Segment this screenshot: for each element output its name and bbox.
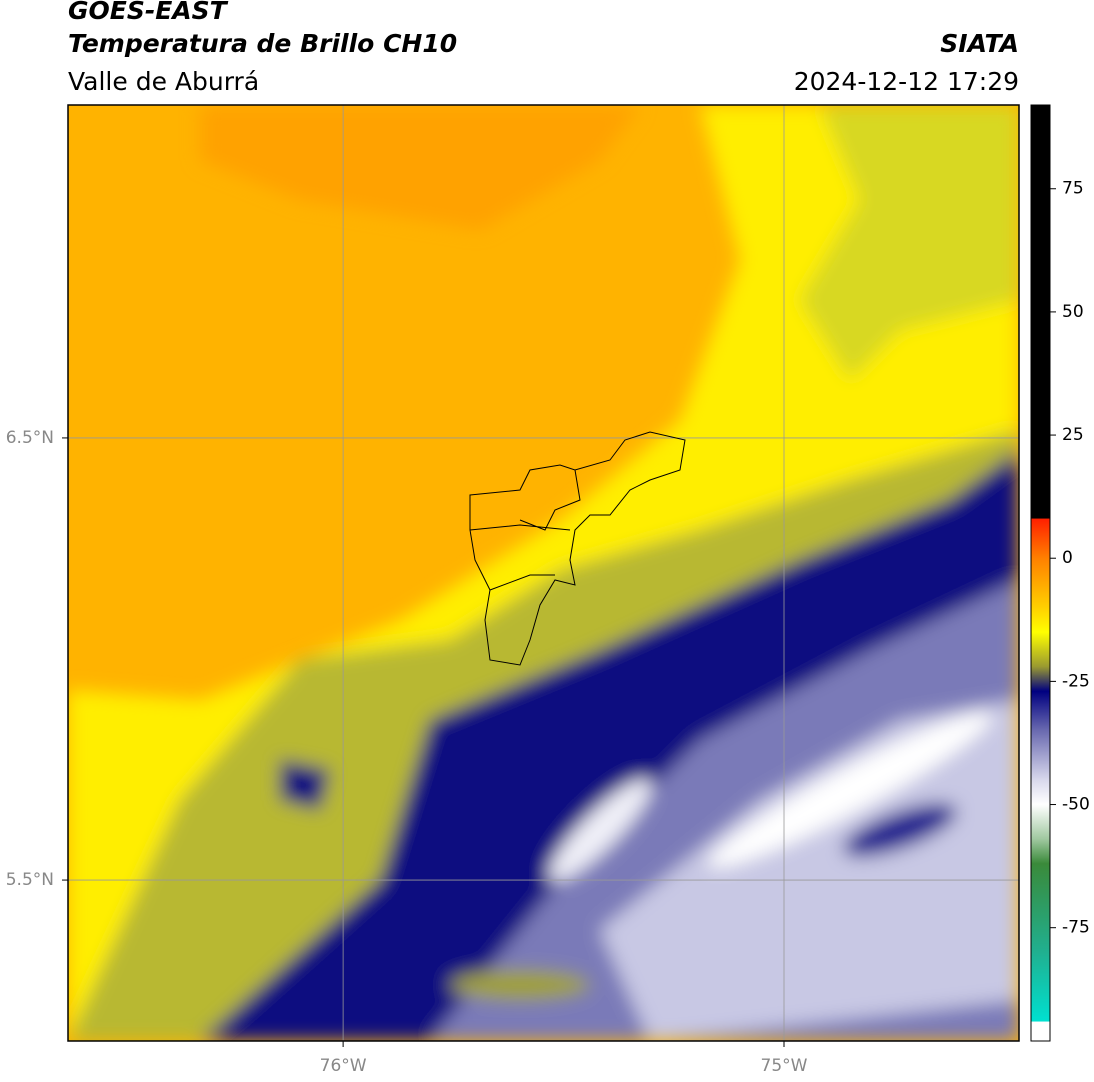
colorbar-tick-label: -50 — [1062, 795, 1090, 815]
colorbar-tick-label: 75 — [1062, 179, 1084, 199]
satellite-image — [68, 105, 1019, 1041]
colorbar-tick-label: -25 — [1062, 671, 1090, 691]
y-tick-label: 6.5°N — [6, 428, 54, 448]
colorbar-tick-label: 25 — [1062, 425, 1084, 445]
title: GOES-EAST — [68, 0, 229, 25]
subtitle: Temperatura de Brillo CH10 — [68, 29, 457, 58]
source: SIATA — [940, 29, 1019, 58]
municipal-boundaries — [469, 431, 686, 666]
map-frame — [67, 104, 1020, 1042]
y-tick-label: 5.5°N — [6, 870, 54, 890]
region: Valle de Aburrá — [68, 67, 259, 96]
x-tick-label: 76°W — [320, 1056, 367, 1076]
colorbar — [1030, 104, 1051, 1042]
x-tick-label: 75°W — [761, 1056, 808, 1076]
colorbar-tick-label: 50 — [1062, 302, 1084, 322]
colorbar-tick-label: -75 — [1062, 918, 1090, 938]
datetime: 2024-12-12 17:29 — [794, 67, 1019, 96]
colorbar-tick-label: 0 — [1062, 548, 1073, 568]
